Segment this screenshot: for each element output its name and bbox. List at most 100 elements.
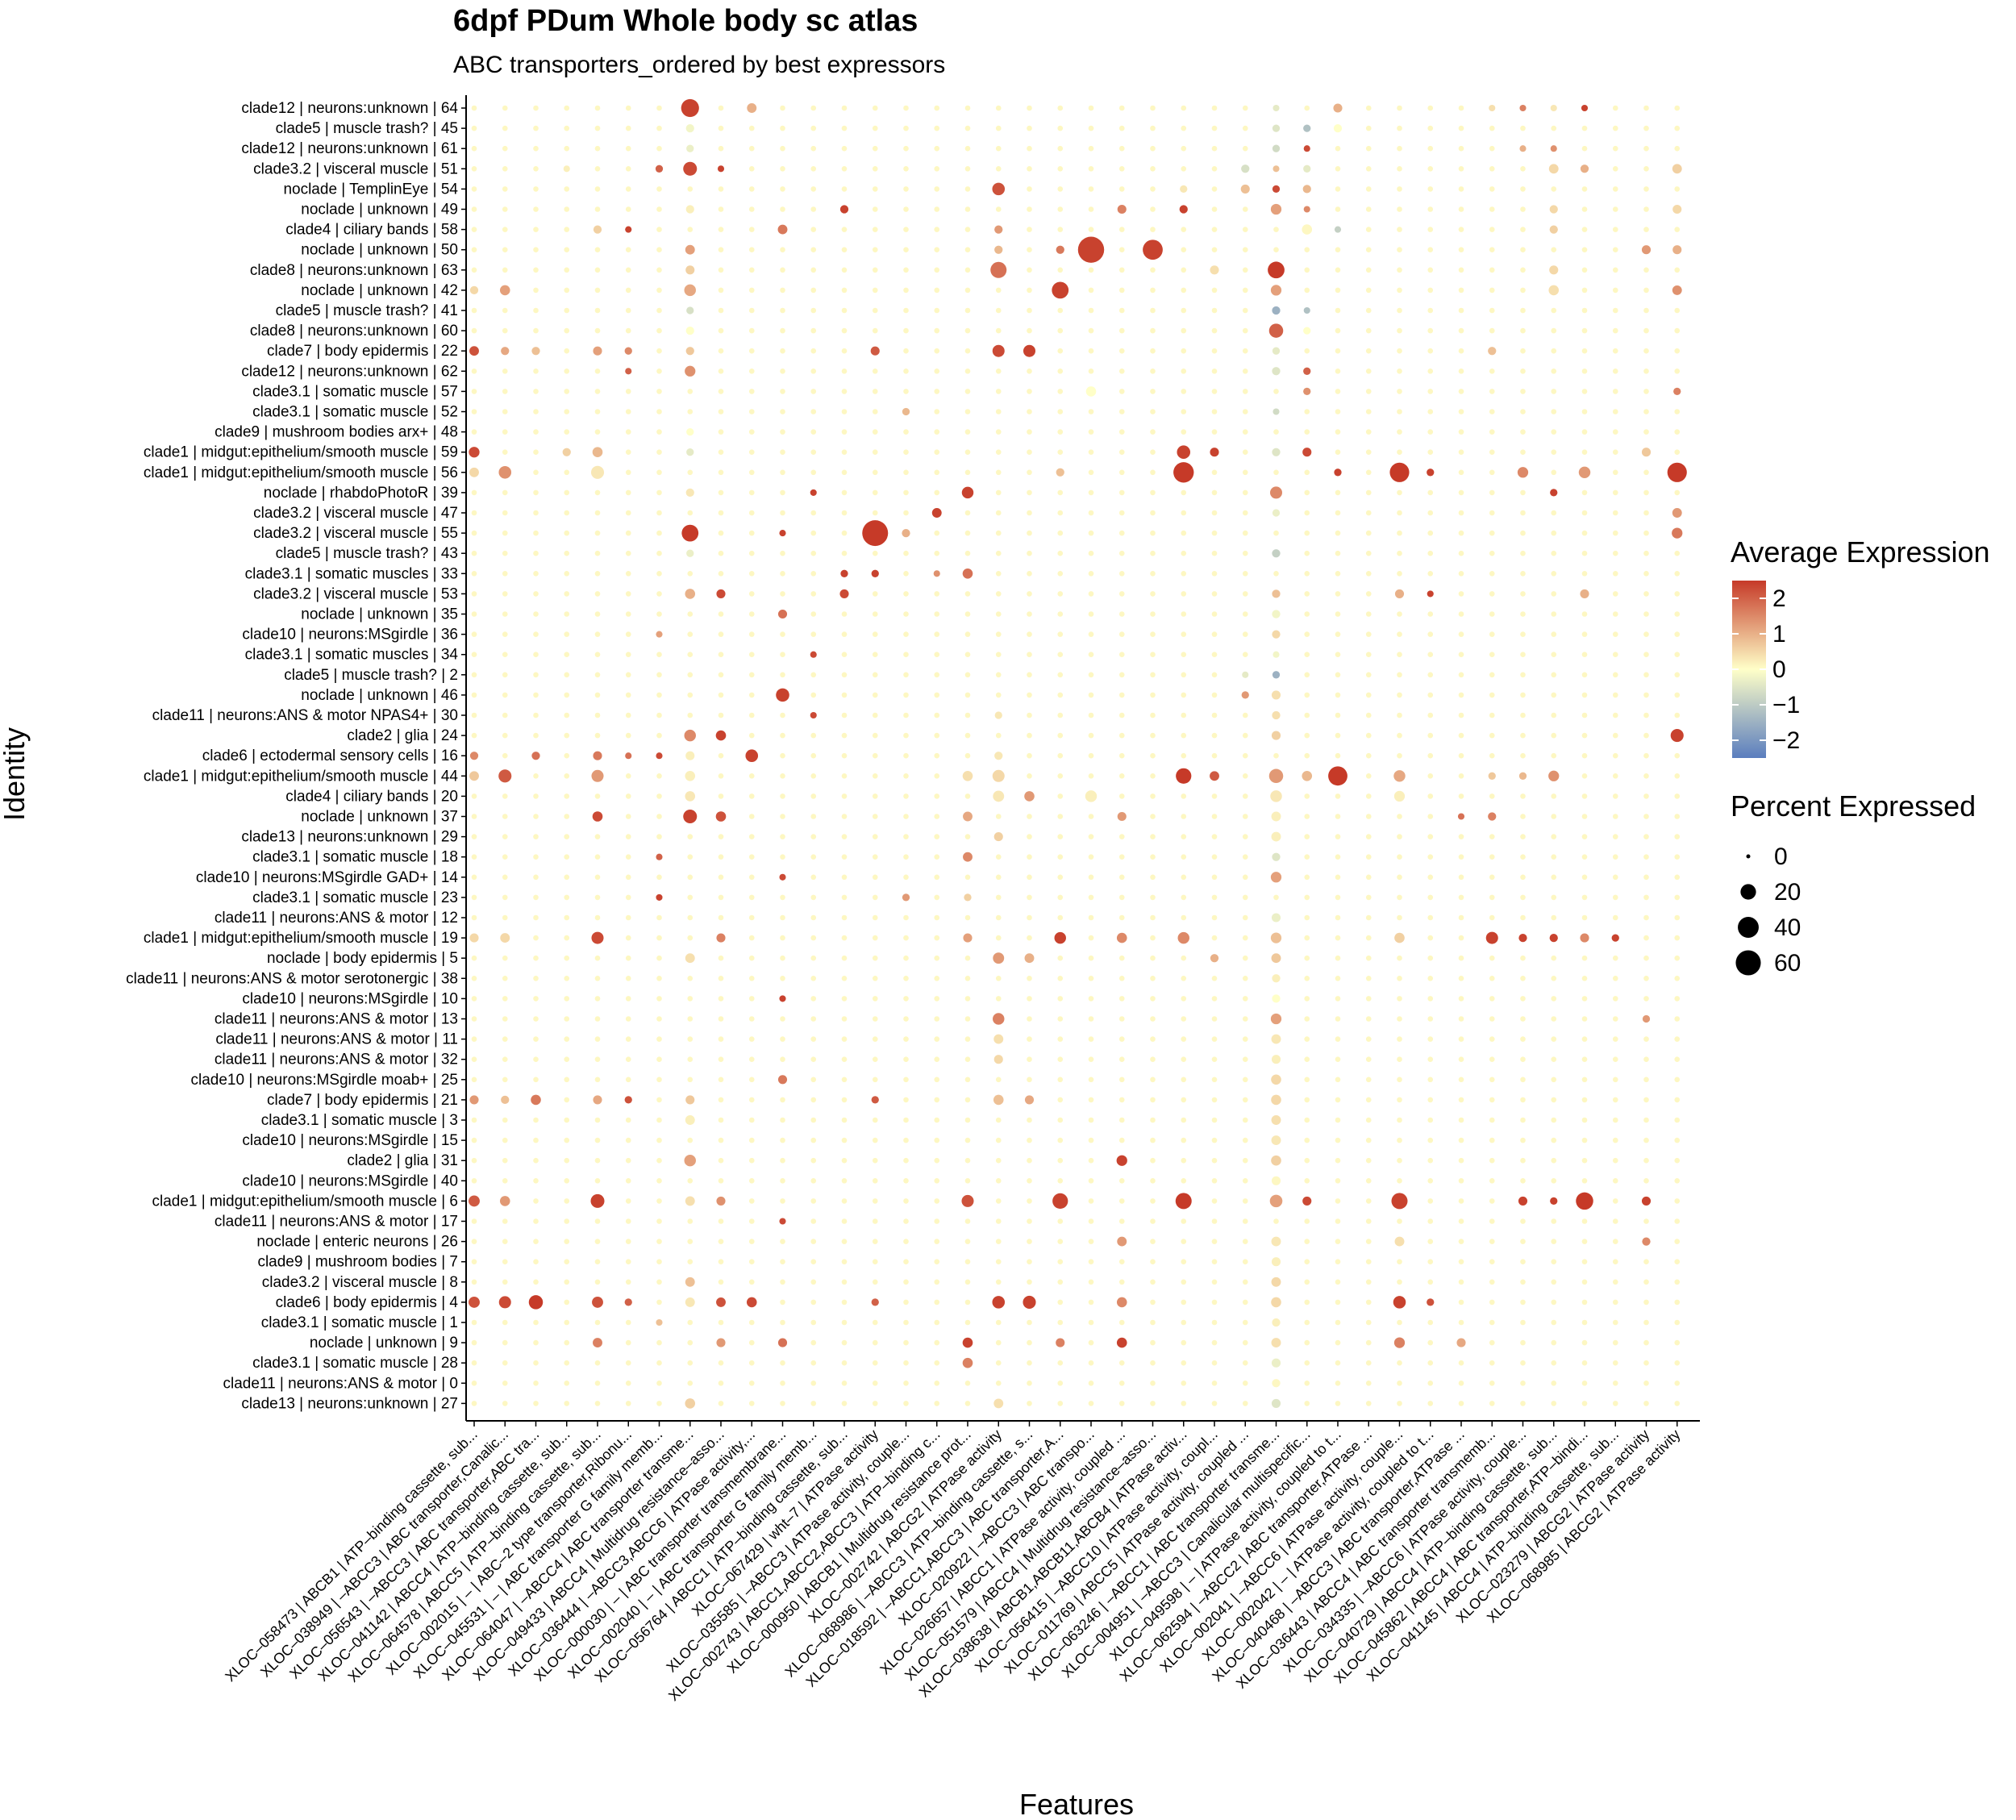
data-point xyxy=(841,874,848,881)
data-point xyxy=(656,1218,662,1224)
data-point xyxy=(1150,1401,1156,1406)
data-point xyxy=(718,327,724,334)
data-point xyxy=(1088,409,1094,414)
data-point xyxy=(1580,933,1589,943)
data-point xyxy=(1057,1218,1064,1224)
data-point xyxy=(1211,814,1218,819)
data-point xyxy=(810,1177,817,1184)
data-point xyxy=(1181,348,1187,354)
data-point xyxy=(687,389,694,394)
data-point xyxy=(748,631,755,637)
data-point xyxy=(872,1056,878,1063)
data-point xyxy=(718,489,724,496)
data-point xyxy=(1335,955,1341,961)
data-point xyxy=(903,1177,909,1184)
data-point xyxy=(1057,996,1064,1002)
data-point xyxy=(964,389,971,394)
data-point xyxy=(1088,227,1094,232)
data-point xyxy=(1181,1319,1187,1326)
data-point xyxy=(748,125,755,131)
data-point xyxy=(1520,732,1526,739)
data-point xyxy=(1520,1056,1526,1063)
data-point xyxy=(1397,814,1402,819)
data-point xyxy=(1088,814,1094,819)
data-point xyxy=(903,834,909,839)
data-point xyxy=(872,145,878,152)
data-point xyxy=(1242,752,1248,759)
data-point xyxy=(1027,631,1032,637)
data-point xyxy=(1088,1299,1094,1306)
data-point xyxy=(934,874,940,881)
data-point xyxy=(995,449,1002,456)
data-point xyxy=(810,692,817,698)
data-point xyxy=(593,346,602,356)
data-point xyxy=(1150,1339,1156,1346)
data-point xyxy=(748,510,755,516)
data-point xyxy=(1365,1259,1372,1265)
data-point xyxy=(1304,1016,1310,1022)
data-point xyxy=(625,1157,631,1164)
data-point xyxy=(1365,1279,1372,1285)
data-point xyxy=(625,672,631,678)
data-point xyxy=(934,125,940,131)
data-point xyxy=(1056,1338,1065,1347)
data-point xyxy=(1612,227,1618,232)
data-point xyxy=(872,1380,878,1386)
data-point xyxy=(1150,752,1156,759)
data-point xyxy=(533,530,539,536)
data-point xyxy=(748,348,755,354)
data-point xyxy=(502,165,508,172)
data-point xyxy=(1581,975,1588,981)
data-point xyxy=(1365,1016,1372,1022)
data-point xyxy=(1181,732,1187,739)
data-point xyxy=(872,652,878,658)
data-point xyxy=(841,814,848,819)
data-point xyxy=(1520,1016,1526,1022)
data-point xyxy=(564,773,570,779)
data-point xyxy=(1485,931,1498,944)
data-point xyxy=(995,1239,1002,1244)
data-point xyxy=(1027,449,1032,456)
data-point xyxy=(1427,854,1434,860)
data-point xyxy=(872,894,878,901)
data-point xyxy=(1181,267,1187,273)
data-point xyxy=(501,1095,510,1105)
y-tick-label: clade4 | ciliary bands | 58 xyxy=(285,222,458,239)
data-point xyxy=(964,327,971,334)
data-point xyxy=(934,1016,940,1022)
data-point xyxy=(656,1056,662,1063)
data-point xyxy=(1181,570,1187,577)
data-point xyxy=(594,287,601,294)
data-point xyxy=(934,449,940,456)
data-point xyxy=(1458,389,1464,394)
data-point xyxy=(995,1259,1002,1265)
data-point xyxy=(1304,287,1310,294)
data-point xyxy=(1304,1056,1310,1063)
data-point xyxy=(533,793,539,799)
data-point xyxy=(1581,510,1588,516)
data-point xyxy=(1211,752,1218,759)
data-point xyxy=(1150,652,1156,658)
data-point xyxy=(1150,672,1156,678)
data-point xyxy=(810,793,817,799)
data-point xyxy=(1150,165,1156,172)
data-point xyxy=(810,711,817,719)
data-point xyxy=(1397,510,1402,516)
data-point xyxy=(1057,1077,1064,1083)
data-point xyxy=(1674,1380,1681,1386)
data-point xyxy=(1397,834,1402,839)
data-point xyxy=(1548,285,1560,296)
data-point xyxy=(1674,854,1681,860)
data-point xyxy=(1328,766,1347,786)
data-point xyxy=(1520,267,1526,273)
data-point xyxy=(1088,1036,1094,1042)
data-point xyxy=(1118,186,1125,192)
data-point xyxy=(934,975,940,981)
data-point xyxy=(1242,206,1248,212)
data-point xyxy=(469,285,479,295)
data-point xyxy=(748,530,755,536)
data-point xyxy=(1118,449,1125,456)
data-point xyxy=(1427,429,1434,435)
data-point xyxy=(594,489,601,496)
data-point xyxy=(1118,1137,1125,1143)
